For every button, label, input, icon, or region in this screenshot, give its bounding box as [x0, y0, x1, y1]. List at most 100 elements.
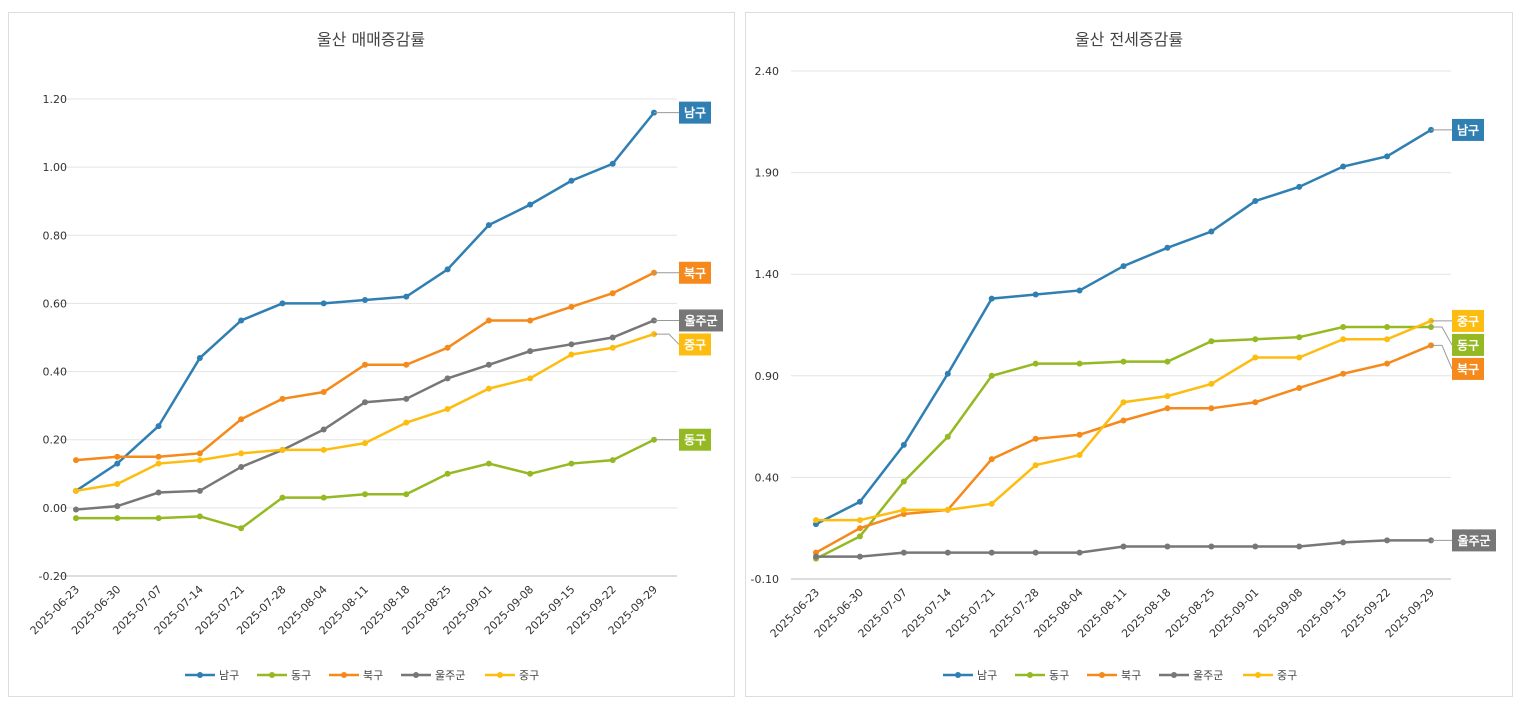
jeonse-rate-chart-panel: 울산 전세증감률 -0.10 0.40 0.90 1.40 1.90 2.40 2025-06…	[745, 12, 1513, 697]
data-point	[1384, 360, 1391, 367]
data-point	[320, 446, 327, 453]
legend-marker	[341, 672, 347, 678]
data-point	[320, 426, 327, 433]
data-point	[944, 506, 951, 513]
legend-marker	[413, 672, 419, 678]
data-point	[279, 395, 286, 402]
end-label: 울주군	[1457, 534, 1490, 548]
data-point	[485, 460, 492, 467]
data-point	[527, 348, 534, 355]
data-point	[362, 361, 368, 368]
y-tick-label: 1.20	[43, 93, 68, 106]
legend-marker	[1255, 672, 1261, 678]
series-line-중구	[75, 332, 655, 493]
data-point	[155, 453, 162, 460]
end-label: 북구	[1457, 362, 1479, 376]
data-point	[1032, 462, 1039, 469]
data-point	[568, 351, 575, 358]
data-point	[114, 503, 121, 510]
end-label-box	[679, 428, 711, 451]
data-point	[1208, 380, 1215, 387]
data-point	[568, 341, 575, 348]
data-point	[1164, 393, 1171, 400]
data-point	[900, 506, 907, 513]
data-point	[485, 222, 492, 229]
data-point	[813, 553, 819, 560]
data-point	[238, 450, 245, 457]
data-point	[609, 290, 616, 297]
data-point	[403, 361, 410, 368]
y-tick-label: 0.90	[755, 370, 780, 383]
series-line-북구	[815, 344, 1432, 554]
end-label-box	[1452, 333, 1484, 356]
end-label-box	[679, 333, 711, 356]
data-point	[1296, 384, 1303, 391]
data-point	[1252, 543, 1259, 550]
data-point	[1032, 435, 1039, 442]
legend-marker	[197, 672, 203, 678]
data-point	[1120, 358, 1127, 365]
data-point	[238, 416, 245, 423]
data-point	[320, 389, 327, 396]
end-label: 중구	[684, 338, 706, 352]
label-leader-line	[654, 333, 680, 345]
data-point	[1076, 431, 1083, 438]
end-label-box	[1452, 309, 1484, 332]
data-point	[1384, 324, 1391, 331]
data-point	[444, 344, 451, 351]
data-point	[1164, 405, 1171, 412]
data-point	[527, 470, 534, 477]
sale-rate-chart-panel: 울산 매매증감률 -0.20 0.00 0.20 0.40 0.60 0.80 1.00 1.2…	[8, 12, 735, 697]
data-point	[362, 399, 368, 406]
legend-label: 남구	[219, 669, 239, 682]
data-point	[856, 553, 863, 560]
data-point	[73, 487, 79, 494]
end-label: 중구	[1457, 314, 1479, 328]
y-tick-label: 2.40	[755, 65, 780, 78]
data-point	[1208, 338, 1215, 345]
data-point	[609, 160, 616, 167]
data-point	[1340, 324, 1347, 331]
y-tick-label: 0.80	[43, 229, 68, 242]
data-point	[403, 419, 410, 426]
data-point	[1120, 399, 1127, 406]
data-point	[1076, 549, 1083, 556]
legend-label: 동구	[291, 669, 311, 682]
data-point	[1340, 539, 1347, 546]
data-point	[1208, 543, 1215, 550]
data-point	[988, 372, 995, 379]
data-point	[196, 487, 203, 494]
chart-title: 울산 전세증감률	[1075, 30, 1183, 49]
data-point	[196, 513, 203, 520]
data-point	[403, 491, 410, 498]
end-label: 울주군	[684, 314, 717, 328]
data-point	[1208, 228, 1215, 235]
legend-label: 북구	[363, 669, 383, 682]
data-point	[1076, 360, 1083, 367]
legend-marker	[1171, 672, 1177, 678]
end-label: 동구	[1457, 338, 1479, 352]
data-point	[1340, 370, 1347, 377]
y-tick-label: 0.20	[43, 434, 68, 447]
data-point	[1032, 291, 1039, 298]
data-point	[320, 494, 327, 501]
data-point	[944, 433, 951, 440]
data-point	[114, 453, 121, 460]
y-tick-label: 0.00	[43, 502, 68, 515]
y-tick-label: -0.10	[751, 573, 779, 586]
jeonse-rate-chart: 울산 전세증감률-0.100.400.901.401.902.402025-06…	[751, 30, 1496, 682]
legend-marker	[955, 672, 961, 678]
data-point	[444, 470, 451, 477]
data-point	[279, 300, 286, 307]
data-point	[988, 500, 995, 507]
data-point	[568, 177, 575, 184]
data-point	[1252, 336, 1259, 343]
data-point	[238, 317, 245, 324]
legend-label: 중구	[519, 669, 539, 682]
data-point	[527, 201, 534, 208]
data-point	[1032, 549, 1039, 556]
data-point	[238, 525, 245, 532]
legend-marker	[1027, 672, 1033, 678]
data-point	[1164, 358, 1171, 365]
data-point	[155, 460, 162, 467]
